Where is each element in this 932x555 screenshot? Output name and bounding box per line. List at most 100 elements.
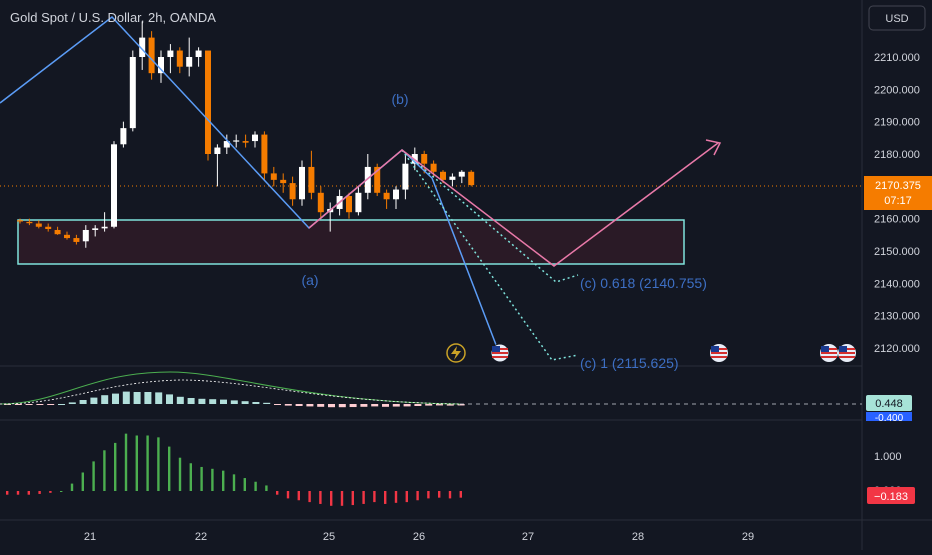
range-box[interactable] — [17, 219, 685, 265]
indicator1-value-badge-bottom — [866, 412, 912, 421]
indicator1-bar — [457, 404, 465, 406]
candle-body[interactable] — [402, 163, 409, 190]
candle-body[interactable] — [176, 50, 183, 67]
candle-body[interactable] — [73, 238, 80, 242]
candle-body[interactable] — [430, 163, 437, 172]
histogram-bar — [157, 437, 160, 491]
indicator1-bar — [414, 404, 422, 406]
candle-body[interactable] — [374, 166, 381, 193]
candle-body[interactable] — [167, 50, 174, 57]
candle-body[interactable] — [214, 147, 221, 154]
indicator1-bar — [392, 404, 400, 407]
price-tick-label: 2180.000 — [874, 149, 920, 161]
histogram-bar — [27, 491, 30, 495]
candle-body[interactable] — [82, 229, 89, 242]
zigzag-pink-line[interactable] — [308, 142, 719, 267]
indicator1-bar — [295, 404, 303, 406]
candle-body[interactable] — [148, 37, 155, 74]
candle-body[interactable] — [92, 228, 99, 230]
candle-body[interactable] — [26, 221, 33, 224]
candle-body[interactable] — [299, 166, 305, 200]
flash-event-icon[interactable] — [446, 343, 466, 363]
histogram-bar — [286, 491, 290, 499]
indicator1-bar — [101, 395, 109, 404]
histogram-bar — [114, 442, 117, 491]
indicator1-pane[interactable] — [0, 371, 465, 408]
candle-body[interactable] — [393, 189, 399, 200]
indicator1-bar — [349, 404, 357, 408]
currency-button[interactable] — [868, 5, 926, 31]
candle-body[interactable] — [233, 140, 240, 142]
candle-body[interactable] — [317, 192, 324, 213]
histogram-bar — [189, 463, 192, 491]
indicator1-bar — [47, 404, 55, 405]
price-tick-label: 2200.000 — [874, 84, 920, 96]
price-tick-label: 2140.000 — [874, 278, 920, 290]
time-axis[interactable]: 21 22 25 26 27 28 29 — [84, 531, 754, 543]
price-tick-label: 2120.000 — [874, 343, 920, 355]
indicator1-bar — [187, 398, 195, 404]
histogram-bar — [416, 491, 419, 501]
histogram-bar — [276, 491, 279, 495]
candle-body[interactable] — [45, 226, 52, 230]
indicator1-value-top: 0.448 — [875, 398, 903, 410]
histogram-bar — [394, 491, 398, 503]
wave-label-a[interactable]: (a) — [301, 272, 318, 288]
candle-body[interactable] — [120, 128, 127, 145]
candle-body[interactable] — [129, 57, 136, 129]
candle-body[interactable] — [111, 144, 117, 227]
projection-c2-line[interactable] — [401, 149, 579, 361]
histogram-bar — [38, 491, 41, 494]
indicator1-bar — [14, 404, 22, 405]
histogram-bar — [81, 472, 84, 491]
candle-body[interactable] — [101, 226, 108, 229]
candle-body[interactable] — [270, 173, 277, 180]
candle-body[interactable] — [308, 166, 315, 193]
candle-body[interactable] — [139, 37, 146, 57]
candle-body[interactable] — [158, 57, 164, 74]
us-flag-event-icon[interactable] — [710, 344, 728, 362]
candle-body[interactable] — [355, 192, 362, 213]
us-flag-event-icon[interactable] — [490, 343, 510, 363]
histogram-bar — [60, 491, 63, 492]
candle-body[interactable] — [261, 134, 268, 174]
indicator1-bar — [371, 404, 379, 407]
candle-body[interactable] — [289, 183, 296, 200]
us-flag-event-icon[interactable] — [820, 344, 838, 362]
candle-body[interactable] — [458, 171, 465, 177]
indicator2-histogram[interactable] — [6, 433, 462, 506]
wave-label-c2[interactable]: (c) 1 (2115.625) — [580, 355, 679, 371]
chart-title: Gold Spot / U.S. Dollar, 2h, OANDA — [10, 10, 216, 25]
wave-label-c1[interactable]: (c) 0.618 (2140.755) — [580, 275, 707, 291]
indicator1-bar — [252, 402, 260, 404]
candle-body[interactable] — [35, 223, 42, 227]
time-tick-label: 21 — [84, 531, 96, 543]
candle-body[interactable] — [280, 179, 287, 184]
candle-body[interactable] — [364, 166, 371, 193]
candle-body[interactable] — [449, 176, 456, 180]
candle-body[interactable] — [205, 50, 211, 154]
histogram-bar — [330, 491, 333, 506]
indicator1-macd-line — [0, 379, 461, 405]
candle-body[interactable] — [242, 141, 249, 143]
candle-body[interactable] — [195, 50, 202, 57]
candle-body[interactable] — [346, 196, 352, 213]
candle-body[interactable] — [64, 234, 70, 239]
time-tick-label: 28 — [632, 531, 644, 543]
candle-body[interactable] — [54, 229, 61, 235]
candle-body[interactable] — [17, 220, 23, 222]
histogram-bar — [308, 491, 311, 503]
us-flag-event-icon[interactable] — [838, 344, 856, 362]
candle-body[interactable] — [252, 134, 258, 142]
histogram-bar — [405, 491, 408, 503]
wave-label-b[interactable]: (b) — [391, 91, 408, 107]
indicator1-bar — [360, 404, 368, 407]
candle-body[interactable] — [440, 171, 446, 180]
histogram-bar — [200, 466, 203, 491]
candle-body[interactable] — [223, 141, 230, 148]
candle-body[interactable] — [186, 57, 193, 67]
candle-body[interactable] — [421, 154, 428, 164]
candle-body[interactable] — [383, 192, 390, 200]
candle-body[interactable] — [468, 171, 475, 186]
